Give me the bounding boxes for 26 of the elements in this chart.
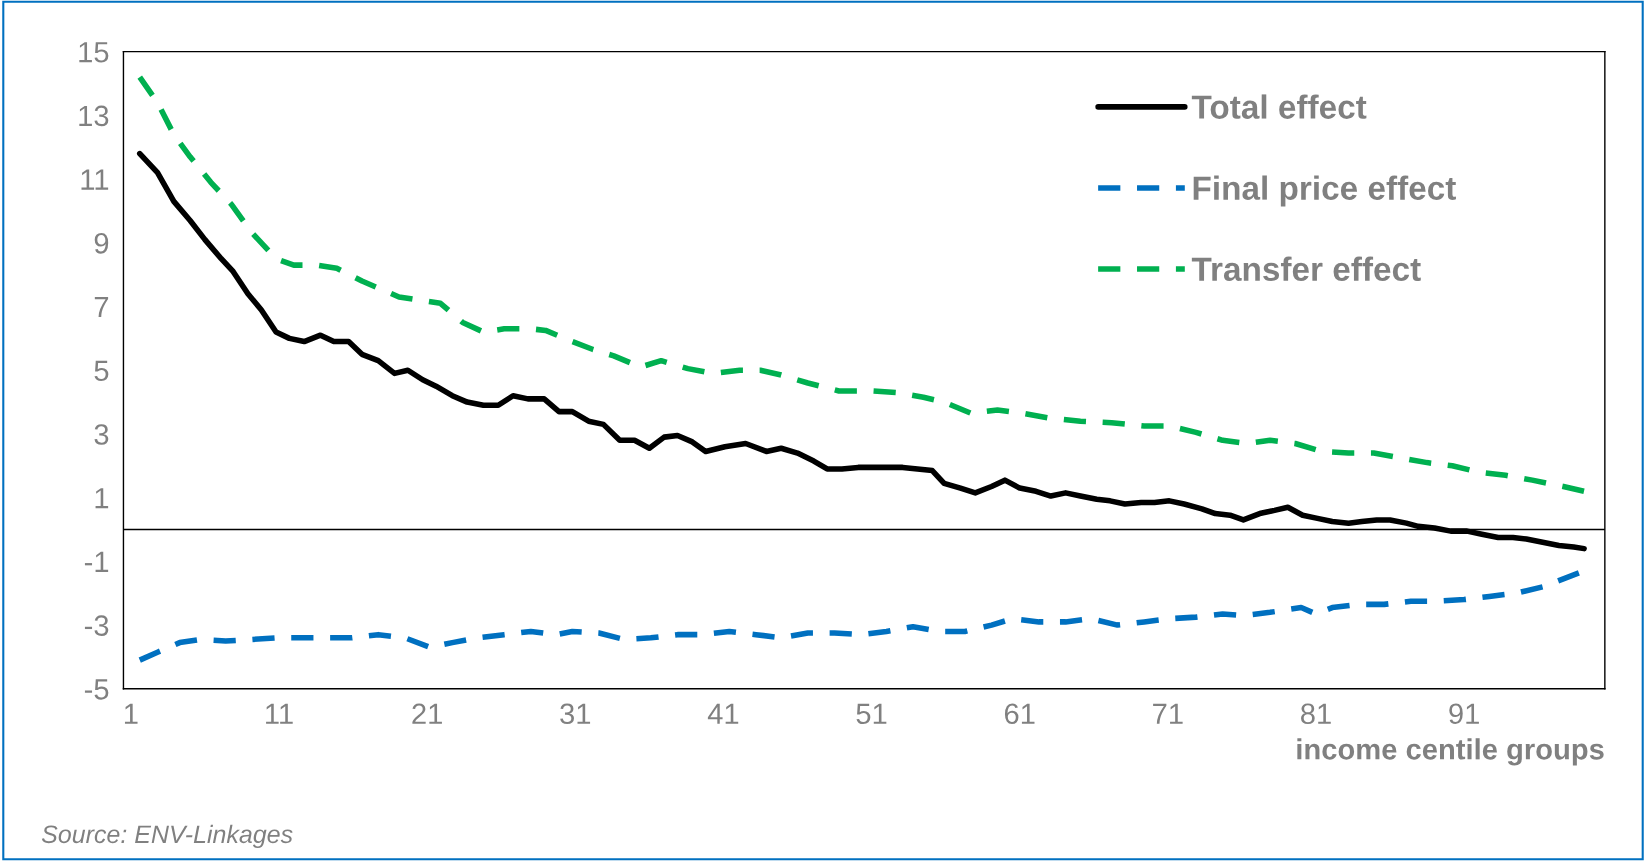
y-tick-label: -1 (84, 551, 109, 572)
x-tick-label: 51 (856, 703, 887, 725)
legend-label: Transfer effect (1191, 256, 1421, 282)
x-tick-label: 1 (124, 703, 138, 724)
y-tick-label: 7 (94, 297, 109, 318)
x-tick-label: 31 (560, 703, 591, 725)
x-tick-label: 21 (412, 703, 442, 724)
x-tick-label: 11 (266, 703, 293, 724)
x-tick-label: 61 (1004, 703, 1035, 725)
x-tick-label: 71 (1153, 703, 1183, 724)
y-tick-label: 5 (94, 360, 109, 382)
y-tick-label: 9 (94, 233, 109, 254)
x-axis-title: income centile groups (1297, 738, 1604, 766)
y-tick-label: 11 (81, 169, 109, 190)
y-tick-label: -3 (84, 615, 109, 636)
legend-label: Total effect (1191, 94, 1367, 119)
x-tick-label: 41 (707, 703, 739, 724)
y-tick-label: 3 (94, 424, 109, 445)
y-tick-label: 1 (95, 488, 109, 509)
y-tick-label: 15 (79, 42, 109, 63)
source-note: Source: ENV-Linkages (41, 824, 293, 849)
y-tick-label: 13 (79, 105, 109, 127)
y-tick-label: -5 (84, 679, 109, 700)
x-tick-label: 91 (1449, 703, 1479, 725)
x-tick-label: 81 (1301, 703, 1331, 725)
legend-label: Final price effect (1193, 175, 1456, 207)
